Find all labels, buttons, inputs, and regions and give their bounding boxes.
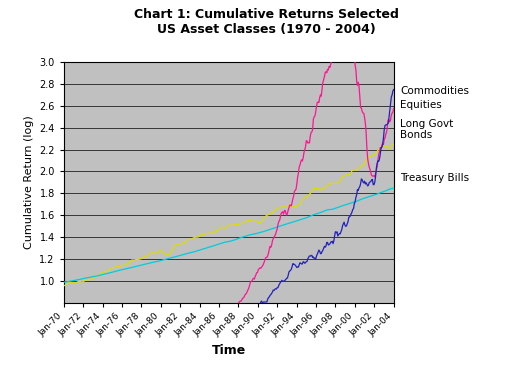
Y-axis label: Cumulative Return (log): Cumulative Return (log): [24, 116, 34, 249]
Text: Chart 1: Cumulative Returns Selected
US Asset Classes (1970 - 2004): Chart 1: Cumulative Returns Selected US …: [134, 8, 398, 36]
Text: Treasury Bills: Treasury Bills: [400, 173, 469, 182]
Text: Commodities: Commodities: [400, 86, 469, 96]
Text: Equities: Equities: [400, 100, 442, 110]
Text: Long Govt
Bonds: Long Govt Bonds: [400, 119, 453, 140]
X-axis label: Time: Time: [212, 344, 246, 357]
